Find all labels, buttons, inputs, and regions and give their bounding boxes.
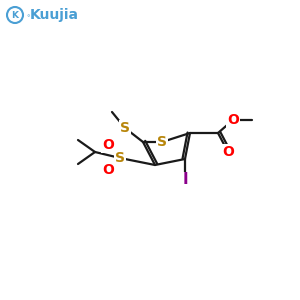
Text: °: ° (26, 15, 29, 21)
Text: O: O (102, 138, 114, 152)
Text: S: S (120, 121, 130, 135)
Text: O: O (227, 113, 239, 127)
Text: S: S (115, 151, 125, 165)
Text: K: K (11, 11, 19, 20)
Text: S: S (157, 135, 167, 149)
Text: O: O (222, 145, 234, 159)
Text: I: I (182, 172, 188, 188)
Text: Kuujia: Kuujia (30, 8, 79, 22)
Text: O: O (102, 163, 114, 177)
